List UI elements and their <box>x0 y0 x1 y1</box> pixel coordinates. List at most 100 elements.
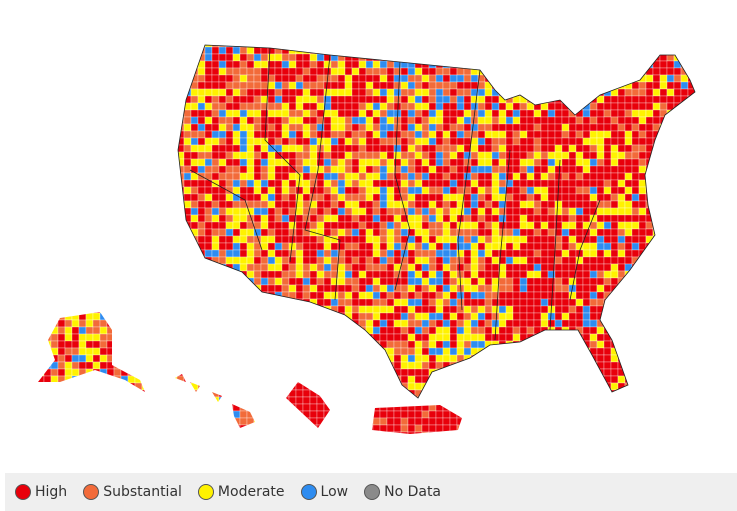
county <box>435 382 444 391</box>
county <box>38 333 45 342</box>
county <box>113 284 122 293</box>
county <box>43 389 52 398</box>
county <box>337 214 346 223</box>
county <box>232 81 241 90</box>
county <box>92 242 101 251</box>
county <box>337 333 346 342</box>
county <box>442 396 451 405</box>
county <box>456 375 465 384</box>
county <box>400 46 409 55</box>
county <box>498 354 507 363</box>
county <box>435 263 444 272</box>
county <box>519 228 528 237</box>
county <box>358 60 367 69</box>
county <box>38 361 45 370</box>
county <box>428 389 437 398</box>
county <box>260 333 269 342</box>
county <box>463 158 472 167</box>
county <box>449 305 458 314</box>
county <box>204 74 213 83</box>
county <box>239 361 248 370</box>
county <box>253 123 262 132</box>
county <box>449 326 458 335</box>
county <box>484 179 493 188</box>
county <box>435 214 444 223</box>
county <box>477 137 486 146</box>
county <box>463 347 472 356</box>
county <box>589 256 598 265</box>
county <box>428 179 437 188</box>
county <box>169 277 178 286</box>
county <box>267 151 276 160</box>
county <box>456 291 465 300</box>
county <box>631 214 640 223</box>
county <box>71 102 80 111</box>
county <box>183 137 192 146</box>
county <box>281 368 290 377</box>
county <box>120 109 129 118</box>
county <box>148 151 157 160</box>
county <box>561 123 570 132</box>
county <box>463 340 472 349</box>
county <box>463 228 472 237</box>
county <box>204 45 213 48</box>
county <box>148 375 157 384</box>
county <box>540 158 549 167</box>
county <box>92 144 101 153</box>
county <box>470 144 479 153</box>
county <box>491 158 500 167</box>
county <box>512 256 521 265</box>
county <box>400 179 409 188</box>
county <box>561 179 570 188</box>
county <box>540 312 549 321</box>
county <box>183 375 192 384</box>
county <box>561 144 570 153</box>
county <box>638 298 647 307</box>
county <box>190 347 199 356</box>
county <box>673 109 682 118</box>
county <box>274 382 283 391</box>
county <box>624 298 633 307</box>
county <box>162 291 171 300</box>
county <box>183 270 192 279</box>
county <box>316 354 325 363</box>
county <box>540 263 549 272</box>
county <box>484 172 493 181</box>
county <box>183 186 192 195</box>
county <box>638 354 647 363</box>
county <box>470 151 479 160</box>
county <box>610 382 619 391</box>
county <box>540 81 549 90</box>
county <box>30 194 37 201</box>
county <box>673 214 682 223</box>
county <box>302 130 311 139</box>
county <box>358 249 367 258</box>
county <box>498 74 507 83</box>
county <box>309 193 318 202</box>
county <box>568 312 577 321</box>
county <box>316 291 325 300</box>
county <box>407 340 416 349</box>
county <box>512 382 521 391</box>
county <box>330 186 339 195</box>
county <box>554 53 563 62</box>
county <box>120 375 129 384</box>
county <box>351 368 360 377</box>
county <box>603 319 612 328</box>
county <box>617 151 626 160</box>
county <box>288 326 297 335</box>
county <box>533 263 542 272</box>
county <box>197 158 206 167</box>
county <box>50 263 59 272</box>
county <box>190 326 199 335</box>
county <box>260 284 269 293</box>
county <box>64 277 73 286</box>
county <box>120 95 129 104</box>
county <box>568 375 577 384</box>
county <box>197 361 206 370</box>
county <box>169 291 178 300</box>
county <box>260 396 269 405</box>
county <box>491 305 500 314</box>
county <box>295 326 304 335</box>
county <box>428 102 437 111</box>
